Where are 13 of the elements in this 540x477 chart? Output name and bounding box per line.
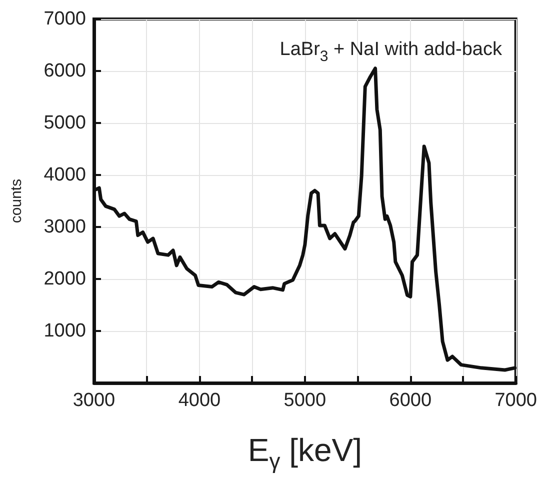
x-tick-label: 3000 <box>72 390 116 411</box>
y-tick-label: 5000 <box>44 112 86 134</box>
y-tick-label: 6000 <box>44 60 86 82</box>
x-tick-label: 6000 <box>389 390 432 411</box>
x-tick-label: 7000 <box>494 390 538 411</box>
y-tick-label: 3000 <box>44 216 86 238</box>
y-tick-label: 4000 <box>44 164 86 186</box>
y-tick-label: 7000 <box>44 8 86 30</box>
y-axis-title: counts <box>8 178 25 224</box>
x-tick-label: 4000 <box>178 390 221 411</box>
x-tick-label: 5000 <box>284 390 326 411</box>
y-tick-label: 1000 <box>44 320 86 342</box>
y-tick-label: 2000 <box>44 268 86 290</box>
